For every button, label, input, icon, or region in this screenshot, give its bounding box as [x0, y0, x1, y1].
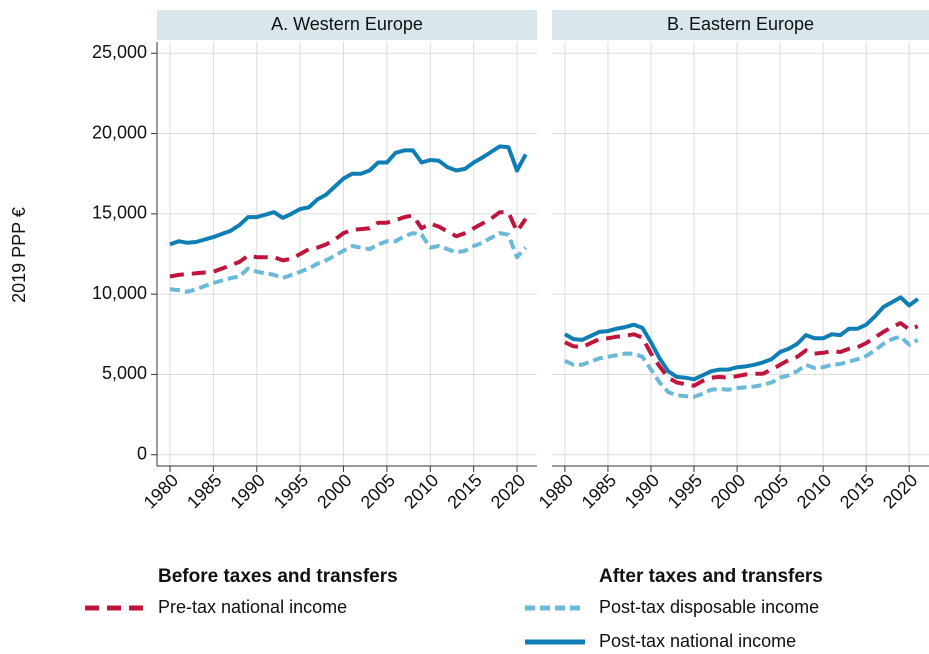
x-tick-label: 1995 — [270, 470, 312, 512]
legend-title: Before taxes and transfers — [158, 566, 398, 587]
x-tick-label: 1995 — [664, 470, 706, 512]
x-tick-label: 1990 — [621, 470, 663, 512]
series-line — [564, 334, 919, 399]
strip — [552, 10, 929, 40]
y-tick-label: 20,000 — [92, 122, 147, 142]
x-tick-label: 2010 — [400, 470, 442, 512]
x-tick-label: 2000 — [313, 470, 355, 512]
x-tick-label: 2005 — [357, 470, 399, 512]
panel-title: B. Eastern Europe — [667, 14, 814, 34]
y-axis-label: 2019 PPP € — [9, 207, 29, 303]
series-line — [169, 231, 528, 294]
legend-label: Post-tax disposable income — [599, 597, 819, 617]
x-tick-label: 1985 — [183, 470, 225, 512]
legend-label: Pre-tax national income — [158, 597, 347, 617]
x-tick-label: 2020 — [879, 470, 921, 512]
legend-title: After taxes and transfers — [599, 566, 823, 587]
x-tick-label: 2000 — [707, 470, 749, 512]
series-line — [169, 210, 528, 279]
x-tick-label: 2010 — [793, 470, 835, 512]
x-tick-label: 1985 — [578, 470, 620, 512]
x-tick-label: 2015 — [443, 470, 485, 512]
panel-title: A. Western Europe — [271, 14, 423, 34]
y-tick-label: 25,000 — [92, 42, 147, 62]
series-line — [169, 144, 528, 247]
x-tick-label: 2015 — [836, 470, 878, 512]
y-tick-label: 15,000 — [92, 203, 147, 223]
y-tick-label: 10,000 — [92, 283, 147, 303]
strip — [157, 10, 537, 40]
series-line — [564, 321, 919, 388]
series-line — [563, 295, 919, 382]
x-tick-label: 2005 — [750, 470, 792, 512]
legend-label: Post-tax national income — [599, 631, 796, 651]
x-tick-label: 2020 — [487, 470, 529, 512]
x-tick-label: 1990 — [226, 470, 268, 512]
x-tick-label: 1980 — [140, 470, 182, 512]
y-tick-label: 0 — [137, 444, 147, 464]
x-tick-label: 1980 — [535, 470, 577, 512]
y-tick-label: 5,000 — [102, 363, 147, 383]
